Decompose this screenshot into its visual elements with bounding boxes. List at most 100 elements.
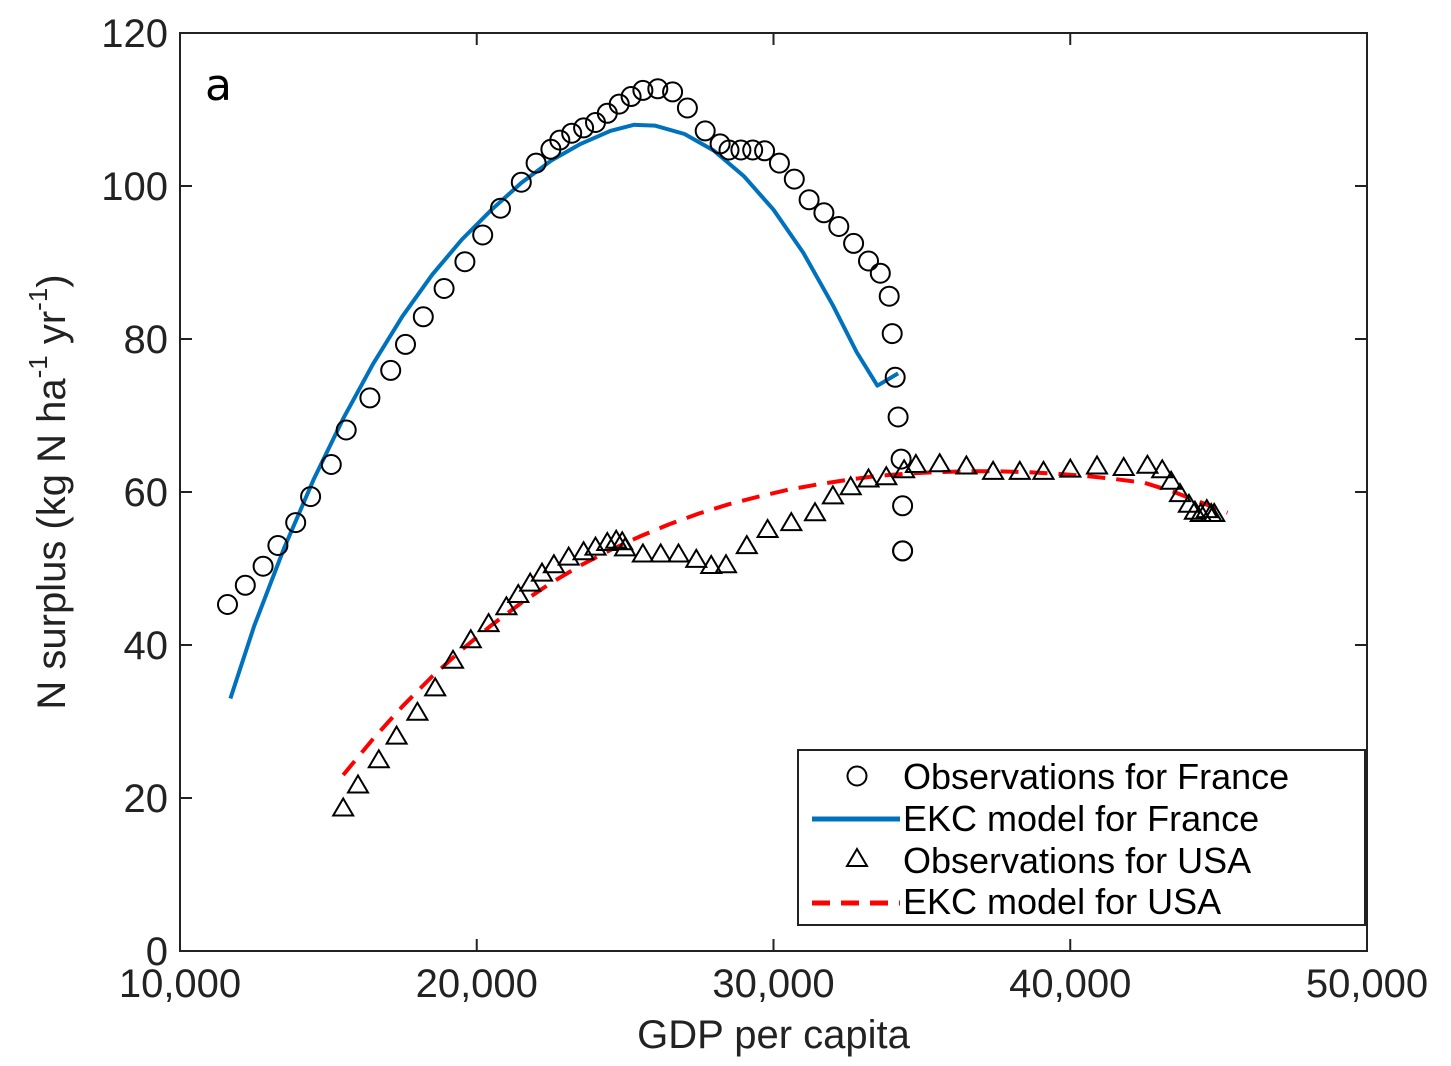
- usa-observation-point: [856, 467, 881, 488]
- france-observation-point: [694, 120, 716, 142]
- x-tick-label: 10,000: [119, 962, 241, 1006]
- x-tick-label: 20,000: [416, 962, 538, 1006]
- usa-observation-point: [1150, 458, 1174, 479]
- france-observation-point: [881, 323, 903, 345]
- legend-label-usa-model: EKC model for USA: [903, 881, 1221, 922]
- x-axis-title: GDP per capita: [637, 1013, 910, 1057]
- france-observation-point: [869, 262, 891, 284]
- france-observation-point: [813, 202, 835, 224]
- usa-observation-point: [384, 724, 409, 745]
- france-observation-point: [472, 224, 494, 246]
- usa-observation-point: [506, 583, 531, 603]
- france-observation-point: [878, 285, 900, 307]
- france-observation-point: [662, 81, 684, 103]
- legend-box: [797, 749, 1366, 926]
- france-observation-point: [892, 495, 914, 517]
- usa-observation-point: [954, 454, 979, 475]
- usa-observation-point: [1168, 482, 1192, 503]
- usa-observation-point: [892, 458, 916, 479]
- france-observation-point: [300, 486, 322, 508]
- usa-observation-point: [755, 518, 780, 538]
- usa-observation-point: [1111, 456, 1136, 476]
- france-observation-point: [608, 93, 630, 115]
- usa-observation-point: [779, 511, 804, 532]
- france-observation-point: [335, 419, 357, 441]
- france-observation-point: [843, 232, 865, 254]
- x-tick-label: 50,000: [1306, 962, 1428, 1006]
- france-observation-point: [234, 574, 256, 596]
- y-tick-label: 120: [101, 12, 168, 56]
- usa-observation-point: [1202, 502, 1226, 522]
- usa-ekc-model-line: [341, 469, 1229, 777]
- france-observation-point: [380, 359, 402, 381]
- y-tick-label: 80: [124, 318, 169, 362]
- legend-marker-france-observations: [846, 765, 868, 787]
- france-observation-point: [267, 535, 289, 556]
- france-observation-point: [754, 140, 776, 162]
- y-axis-title: N surplus (kg N ha-1 yr-1): [23, 274, 74, 709]
- usa-observation-point: [346, 773, 370, 794]
- usa-observation-point: [1085, 454, 1109, 475]
- y-tick-label: 20: [124, 777, 169, 821]
- france-observation-point: [887, 406, 909, 428]
- france-observation-point: [858, 250, 879, 272]
- usa-observation-point: [1159, 469, 1183, 490]
- usa-observation-point: [927, 452, 952, 473]
- france-observation-point: [828, 216, 850, 237]
- france-observation-point: [892, 540, 914, 562]
- france-observation-point: [890, 448, 912, 470]
- usa-observation-point: [821, 484, 845, 505]
- usa-observation-point: [367, 748, 391, 769]
- usa-observation-point: [441, 648, 465, 669]
- france-observation-point: [620, 86, 642, 107]
- tick-layer: 10,000 20,000 30,000 40,000 50,000 0 20 40 60 80 1…: [101, 12, 1428, 1006]
- france-observation-point: [320, 454, 342, 475]
- france-observation-point: [549, 129, 571, 151]
- france-observation-point: [510, 171, 532, 193]
- x-tick-label: 40,000: [1009, 962, 1131, 1006]
- france-observation-point: [632, 79, 654, 101]
- france-observation-point: [454, 251, 476, 273]
- france-observation-point: [285, 512, 307, 534]
- usa-observation-point: [405, 700, 430, 721]
- usa-observation-point: [595, 531, 620, 551]
- usa-observation-point: [1031, 459, 1056, 480]
- legend: Observations for France EKC model for Fr…: [797, 749, 1366, 926]
- y-tick-label: 40: [124, 624, 169, 668]
- france-observation-point: [573, 117, 595, 139]
- france-observation-point: [217, 594, 238, 615]
- france-observation-point: [742, 139, 764, 161]
- legend-label-france-model: EKC model for France: [903, 798, 1259, 839]
- usa-observation-point: [1135, 453, 1160, 474]
- usa-observation-point: [803, 501, 827, 522]
- france-observation-point: [798, 189, 820, 211]
- france-ekc-model-line: [228, 122, 900, 700]
- legend-label-usa-observations: Observations for USA: [903, 840, 1251, 881]
- usa-observation-point: [1058, 457, 1083, 478]
- france-observation-point: [718, 139, 740, 161]
- france-observation-point: [433, 278, 455, 299]
- usa-observation-point: [684, 547, 709, 568]
- france-observation-point: [252, 555, 274, 577]
- usa-observation-point: [476, 612, 501, 633]
- x-tick-label: 30,000: [712, 962, 834, 1006]
- usa-observation-point: [1008, 459, 1032, 480]
- usa-observation-point: [838, 475, 863, 496]
- usa-observation-point: [556, 545, 581, 566]
- usa-observation-point: [714, 553, 738, 574]
- france-observation-point: [647, 78, 669, 100]
- france-observation-point: [490, 197, 511, 219]
- usa-observation-point: [648, 542, 673, 563]
- usa-observation-point: [518, 571, 542, 592]
- france-observation-point: [412, 306, 434, 328]
- legend-label-france-observations: Observations for France: [903, 756, 1289, 797]
- france-observation-point: [359, 387, 381, 409]
- y-tick-label: 0: [146, 930, 168, 974]
- usa-observation-point: [604, 528, 628, 549]
- legend-marker-usa-observations: [845, 847, 869, 867]
- france-observation-point: [768, 152, 790, 174]
- usa-observation-point: [981, 459, 1005, 480]
- france-observation-point: [676, 97, 698, 119]
- usa-observation-point: [735, 534, 759, 555]
